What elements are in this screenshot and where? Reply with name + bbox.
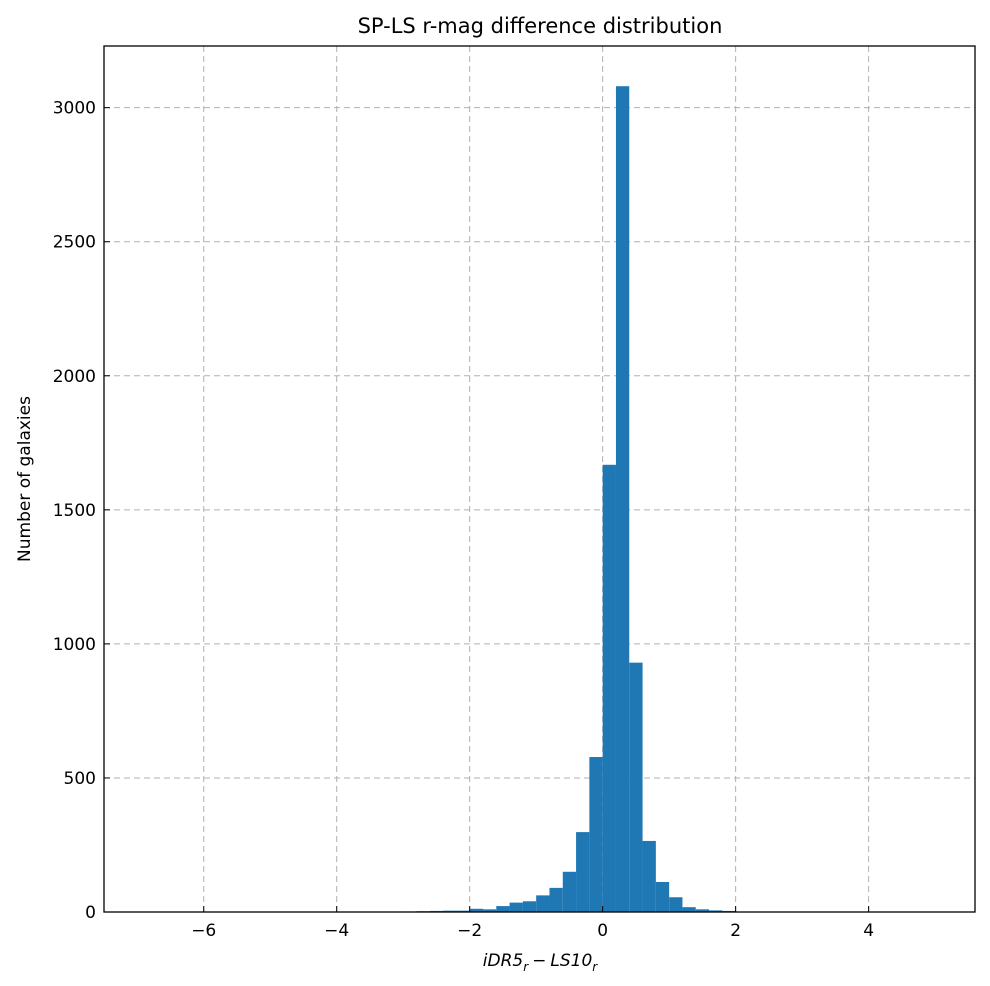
x-label-sub-1: r: [523, 960, 529, 974]
histogram-bar: [482, 909, 497, 912]
x-tick-label: 4: [863, 921, 874, 941]
histogram-bar: [469, 908, 483, 912]
histogram-bar: [695, 909, 710, 912]
y-tick-label: 1000: [53, 635, 96, 655]
x-tick-label: −4: [324, 921, 349, 941]
y-tick-label: 500: [64, 769, 96, 789]
y-tick-label: 2500: [53, 233, 96, 253]
histogram-bar: [709, 910, 723, 912]
y-tick-label: 0: [85, 903, 96, 923]
histogram-bar: [443, 910, 457, 912]
grid: [104, 46, 975, 913]
chart-title: SP-LS r-mag difference distribution: [358, 14, 723, 38]
x-tick-label: −6: [191, 921, 216, 941]
x-tick-label: −2: [457, 921, 482, 941]
y-axis-label: Number of galaxies: [15, 396, 35, 562]
y-tick-label: 1500: [53, 501, 96, 521]
histogram-bar: [655, 881, 670, 912]
histogram-bar: [496, 906, 510, 912]
histogram-bar: [576, 832, 590, 912]
histogram-bar: [682, 907, 696, 912]
y-tick-label: 2000: [53, 367, 96, 387]
histogram-bar: [642, 840, 656, 912]
histogram-bar: [522, 901, 537, 912]
histogram-bar: [549, 887, 563, 912]
x-axis-label: iDR5r − LS10r: [483, 951, 599, 974]
histogram-bar: [456, 910, 470, 912]
histogram-bar: [669, 897, 683, 912]
histogram-bar: [629, 662, 643, 912]
x-label-sub-2: r: [592, 960, 598, 974]
y-tick-label: 3000: [53, 99, 96, 119]
x-tick-labels: −6 −4 −2 0 2 4: [191, 921, 874, 941]
x-label-part-1: iDR5: [483, 951, 523, 971]
histogram-bar: [562, 871, 577, 912]
histogram-bar: [536, 895, 550, 912]
y-tick-labels: 0 500 1000 1500 2000 2500 3000: [53, 99, 96, 923]
plot-frame: [103, 45, 976, 913]
x-tick-label: 0: [597, 921, 608, 941]
histogram-bars: [403, 86, 749, 913]
histogram-bar: [602, 464, 616, 912]
x-label-part-2: LS10: [550, 951, 592, 971]
x-tick-label: 2: [730, 921, 741, 941]
histogram-bar: [589, 757, 603, 912]
x-label-minus: −: [532, 951, 546, 971]
histogram-bar: [615, 86, 630, 912]
histogram-bar: [509, 902, 523, 912]
